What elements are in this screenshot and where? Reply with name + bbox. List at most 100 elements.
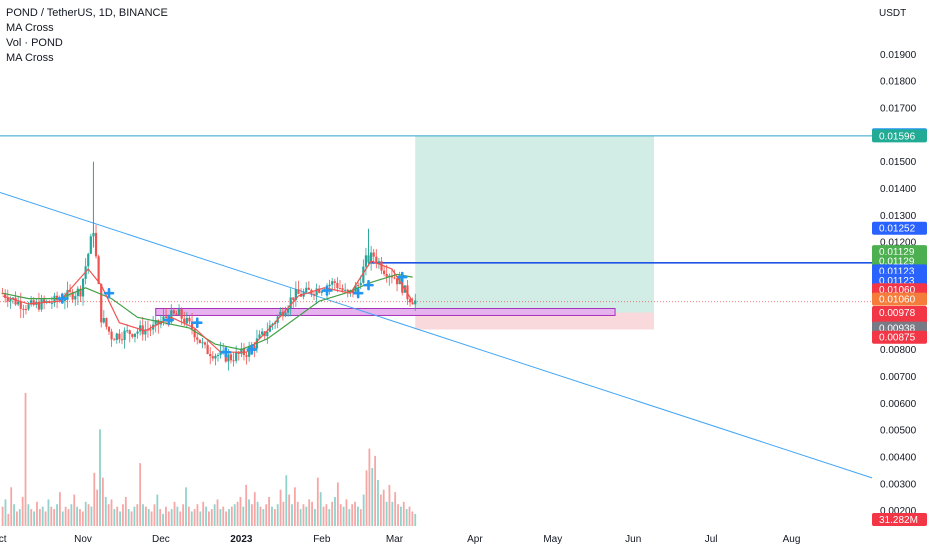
- time-tick-label: Jun: [625, 534, 641, 545]
- volume-bar: [205, 506, 207, 526]
- volume-bar: [273, 509, 276, 526]
- candle-body: [203, 342, 207, 345]
- candle-body: [338, 288, 342, 290]
- price-tick-label: 0.00800: [880, 345, 917, 356]
- volume-bar: [122, 504, 124, 526]
- candle-body: [414, 300, 417, 305]
- volume-bar: [101, 477, 104, 526]
- volume-bar: [93, 472, 96, 526]
- candle-body: [185, 317, 188, 324]
- candle-body: [110, 331, 113, 340]
- volume-bar: [365, 470, 368, 526]
- time-tick-label: Jul: [705, 534, 718, 545]
- candle-body: [377, 261, 381, 263]
- candle-body: [94, 232, 98, 257]
- indicator-volume[interactable]: Vol · POND: [6, 37, 63, 49]
- volume-bar: [222, 506, 225, 526]
- price-label-text: 0.01123: [879, 266, 915, 277]
- volume-bar: [1, 506, 4, 526]
- volume-bar: [339, 504, 342, 526]
- candle-body: [235, 352, 238, 361]
- symbol-title[interactable]: POND / TetherUS, 1D, BINANCE: [6, 7, 168, 19]
- time-tick-label: ct: [0, 534, 7, 545]
- candle-body: [177, 309, 181, 315]
- volume-bar: [325, 504, 328, 526]
- volume-bar: [153, 504, 156, 526]
- volume-bar: [16, 511, 18, 526]
- volume-bar: [374, 455, 377, 526]
- volume-bar: [84, 501, 87, 526]
- volume-bar: [242, 506, 245, 526]
- volume-bar: [53, 509, 56, 526]
- candle-body: [206, 344, 209, 354]
- volume-bar: [314, 509, 316, 526]
- volume-bar: [239, 496, 242, 526]
- candle-body: [131, 334, 134, 337]
- price-label-tag: [872, 292, 927, 306]
- time-tick-label: Nov: [74, 534, 92, 545]
- volume-bar: [18, 509, 21, 526]
- volume-bar: [268, 496, 270, 526]
- candle-body: [188, 317, 191, 322]
- candle-body: [214, 355, 217, 359]
- volume-bar: [348, 509, 351, 526]
- currency-label: USDT: [879, 8, 906, 19]
- volume-bar: [144, 506, 147, 526]
- candle-body: [286, 308, 290, 313]
- volume-bar: [256, 501, 259, 526]
- volume-bar: [236, 501, 239, 526]
- volume-bar: [173, 501, 176, 526]
- volume-bar: [76, 506, 79, 526]
- candle-body: [279, 311, 282, 317]
- candle-body: [172, 310, 175, 314]
- price-tick-label: 0.00600: [880, 399, 917, 410]
- candle-body: [74, 296, 77, 300]
- volume-bar: [59, 492, 61, 526]
- volume-bar: [259, 506, 262, 526]
- volume-bar: [119, 511, 121, 526]
- price-tick-label: 0.01200: [880, 238, 917, 249]
- ma-cross-marker: [191, 317, 203, 329]
- time-tick-label: 2023: [230, 534, 253, 545]
- volume-bar: [67, 509, 70, 526]
- volume-bar: [319, 492, 322, 526]
- candle-body: [328, 284, 331, 287]
- candle-body: [362, 266, 365, 283]
- volume-bar: [377, 480, 379, 526]
- volume-bar: [305, 506, 308, 526]
- volume-bar: [199, 511, 202, 526]
- ma-cross-marker: [321, 285, 333, 296]
- price-label-text: 0.01129: [879, 247, 915, 258]
- indicator-ma-cross-1[interactable]: MA Cross: [6, 22, 54, 34]
- candle-body: [43, 299, 46, 303]
- time-tick-label: Apr: [467, 534, 483, 545]
- candle-body: [170, 310, 173, 323]
- volume-bar: [293, 487, 296, 526]
- volume-bar: [99, 429, 101, 526]
- price-tick-label: 0.01900: [880, 50, 917, 61]
- candle-body: [344, 289, 347, 291]
- volume-bar: [251, 504, 253, 526]
- volume-bar: [291, 504, 293, 526]
- candle-body: [123, 330, 126, 340]
- candle-body: [115, 333, 118, 340]
- volume-bar: [299, 509, 302, 526]
- candle-body: [120, 339, 124, 341]
- indicator-ma-cross-2[interactable]: MA Cross: [6, 52, 54, 64]
- candle-body: [157, 320, 160, 325]
- volume-bar: [147, 509, 150, 526]
- candle-body: [40, 299, 43, 310]
- candle-body: [331, 281, 334, 285]
- volume-bar: [336, 482, 339, 526]
- volume-bar: [182, 504, 185, 526]
- volume-bar: [70, 504, 73, 526]
- price-label-text: 0.00978: [879, 308, 916, 319]
- candle-body: [107, 326, 111, 332]
- volume-bar: [351, 504, 354, 526]
- time-axis: ct Nov Dec 2023 Feb Mar Apr May Jun Jul Aug: [0, 528, 932, 550]
- candle-body: [118, 333, 121, 340]
- candle-body: [19, 301, 22, 309]
- price-tick-label: 0.00500: [880, 426, 917, 437]
- volume-bar: [331, 501, 334, 526]
